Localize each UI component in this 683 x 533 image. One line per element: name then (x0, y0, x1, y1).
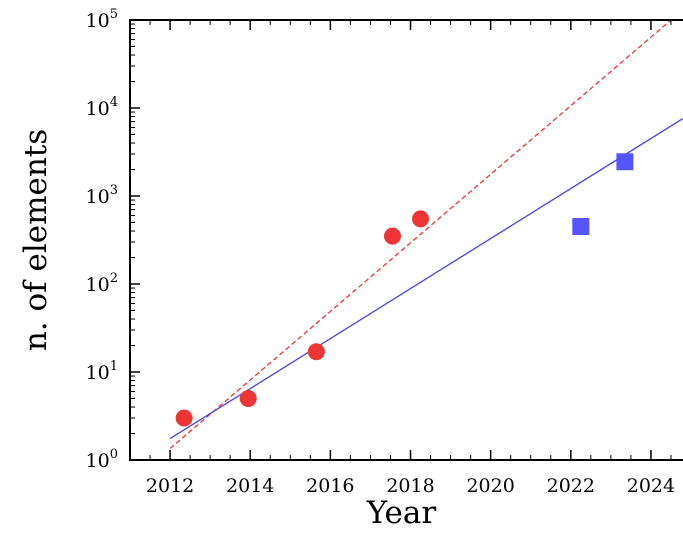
y-tick-label: 104 (86, 95, 118, 120)
x-axis-title: Year (366, 495, 437, 531)
y-axis-title: n. of elements (18, 129, 54, 351)
x-tick-label: 2022 (547, 475, 595, 497)
plot-frame (129, 19, 683, 461)
x-tick-label: 2014 (226, 475, 274, 497)
y-tick-label: 102 (86, 271, 118, 296)
y-tick-label: 101 (86, 359, 118, 384)
x-tick-label: 2012 (146, 475, 194, 497)
axis-ticks: 2012 2014 2016 2018 2020 2022 2024 100 101 102 103… (86, 7, 676, 497)
fit-line-solid (169, 117, 683, 440)
x-tick-label: 2024 (627, 475, 675, 497)
data-point-circle (412, 210, 430, 228)
y-tick-label: 100 (86, 447, 118, 472)
x-tick-label: 2018 (386, 475, 434, 497)
data-point-circle (383, 227, 401, 245)
x-tick-label: 2020 (466, 475, 514, 497)
y-tick-label: 103 (86, 183, 118, 208)
y-tick-label: 105 (86, 7, 118, 32)
data-points (175, 153, 634, 427)
x-tick-label: 2016 (306, 475, 354, 497)
data-point-square (572, 218, 590, 236)
data-point-circle (175, 409, 193, 427)
data-point-circle (239, 389, 257, 407)
fit-line-dashed (169, 19, 672, 450)
data-point-circle (307, 343, 325, 361)
data-point-square (616, 153, 634, 171)
fit-lines (169, 19, 683, 450)
